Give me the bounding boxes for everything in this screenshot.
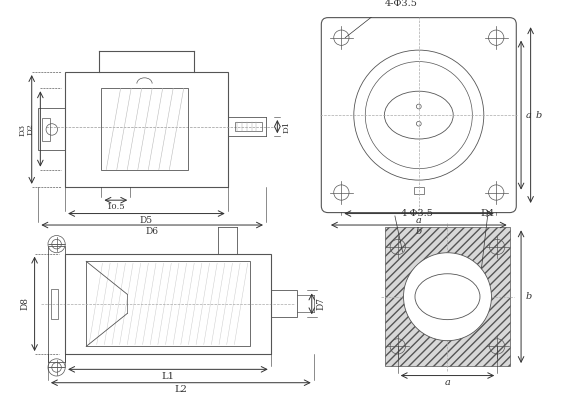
Text: 10.5: 10.5 [107, 203, 125, 211]
Text: D5: D5 [140, 216, 153, 225]
Bar [38, 109, 65, 151]
Bar [42, 118, 50, 141]
Text: D2: D2 [27, 123, 35, 135]
Bar [65, 254, 271, 354]
Bar [101, 89, 188, 170]
Text: D4: D4 [481, 208, 495, 217]
Bar [271, 290, 298, 317]
Text: b: b [526, 292, 532, 301]
Bar [385, 227, 510, 366]
Text: a: a [416, 216, 422, 225]
Text: L1: L1 [161, 372, 174, 381]
Text: a: a [526, 111, 532, 120]
Text: D7: D7 [317, 297, 326, 310]
Text: a: a [445, 378, 450, 387]
Text: b: b [416, 227, 422, 236]
Bar [414, 187, 424, 195]
Bar [235, 122, 262, 131]
Text: b: b [535, 111, 542, 120]
Bar [48, 246, 65, 361]
Text: 4-Φ3.5: 4-Φ3.5 [385, 0, 418, 8]
Text: D1: D1 [283, 120, 291, 133]
Bar [65, 72, 227, 187]
Text: D8: D8 [21, 297, 30, 310]
Text: D3: D3 [18, 123, 26, 135]
Text: D6: D6 [146, 227, 158, 236]
Text: 4-Φ3.5: 4-Φ3.5 [401, 208, 433, 217]
Bar [86, 262, 250, 346]
Bar [51, 288, 58, 319]
Text: L2: L2 [174, 385, 188, 394]
Circle shape [404, 253, 491, 341]
